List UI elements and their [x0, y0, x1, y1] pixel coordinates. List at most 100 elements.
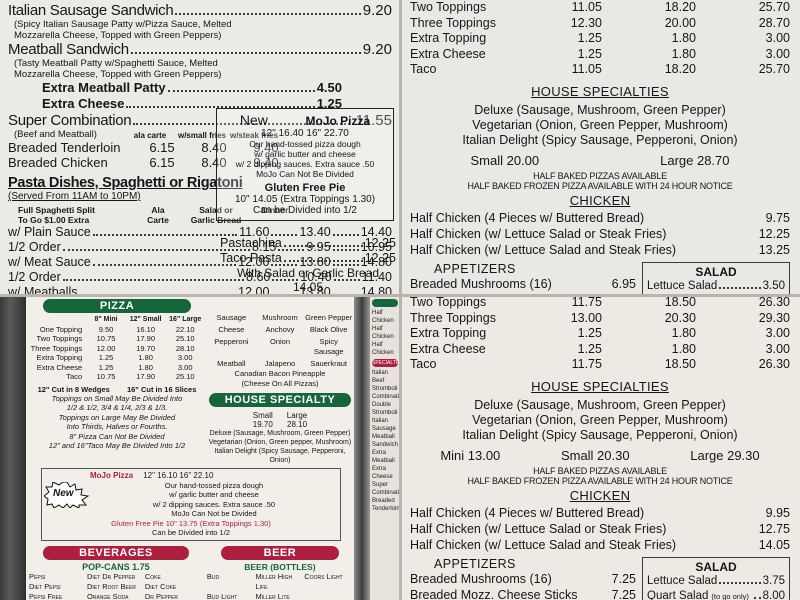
item-price: 9.95: [765, 505, 790, 520]
leader-dots: [283, 260, 363, 262]
price-cell: 13.80: [299, 255, 331, 269]
table-row: Breaded Mushrooms (16) 7.25: [410, 571, 636, 587]
mojo-pizza-box: New MoJo Pizza 12" 16.40 16" 22.70 Our h…: [216, 108, 394, 221]
item-name: Breaded Mozz. Cheese Sticks (6): [410, 292, 592, 296]
price-cell: 18.20: [664, 0, 696, 14]
toppings-row: Cheese Anchovy Black Olive: [207, 325, 353, 335]
item-name: Pastachina: [220, 236, 282, 250]
beverage-item: Diet Pepsi: [29, 581, 61, 591]
table-row: Lettuce Salad 3.50: [647, 279, 785, 294]
table-row: w/ Plain Sauce 11.60 13.40 14.40: [8, 225, 392, 240]
price-cell: 1.25: [577, 31, 602, 45]
table-row: Breaded Mozz. Cheese Sticks (6) 7.25: [410, 587, 636, 600]
mojo-sizes: 12" 16.10 16" 22.10: [143, 471, 214, 480]
price-cell: 18.50: [664, 295, 696, 309]
leader-dots: [271, 234, 298, 236]
topping-item: Cheese: [218, 325, 245, 334]
banner-specialties: SPECIALTIES: [372, 359, 400, 367]
house-size-small: Small 19.70: [253, 411, 273, 429]
item-name: Three Toppings: [410, 15, 496, 30]
price-cell: 22.10: [175, 324, 195, 334]
leader-dots: [332, 264, 359, 266]
strip-item: Double Stromboli: [372, 402, 398, 416]
price-cell: 20.30: [664, 310, 696, 325]
beer-bottles-title: BEER (BOTTLES): [244, 561, 316, 572]
pasta-note-line: Full Spaghetti Split: [18, 205, 95, 215]
price-cell: 26.30: [758, 295, 790, 309]
item-description-line: (Beef and Meatball): [14, 129, 97, 140]
price-cell: 6.15: [149, 155, 175, 170]
item-name: Half Chicken (4 Pieces w/ Buttered Bread…: [410, 505, 645, 520]
item-price: 9.20: [362, 41, 392, 58]
price-cell: 9.40: [253, 155, 279, 170]
topping-item: Meatball: [217, 359, 246, 368]
table-row: Quart Salad (to go only) 8.00: [647, 589, 785, 600]
menu-item-row: Meatball Sandwich 9.20: [8, 41, 392, 58]
price-cell: 11.75: [571, 295, 602, 309]
strip-item: Italian Sausage: [372, 418, 396, 432]
item-name: Extra Cheese: [410, 341, 486, 356]
item-name: Half Chicken (w/ Lettuce Salad and Steak…: [410, 537, 677, 552]
beverage-item: Pepsi Free: [29, 591, 63, 600]
price-cell: 12.00: [238, 285, 270, 295]
item-name: Extra Meatball Patty: [42, 80, 166, 95]
size-mini: Mini 13.00: [440, 447, 501, 463]
item-name: Lettuce Salad: [647, 279, 718, 292]
price-cell: 3.00: [765, 46, 790, 61]
mojo-pizza-box: New MoJo Pizza 12" 16.10 16" 22.10 Our h…: [41, 468, 341, 541]
item-name: Italian Sausage Sandwich: [8, 2, 174, 19]
divide-note: Toppings on Large May Be Divided: [58, 412, 176, 422]
item-price: 3.50: [762, 279, 785, 292]
strip-item: Meatball Sandwich: [372, 434, 399, 448]
strip-item: Half Chicken: [372, 342, 394, 356]
price-cell: 3.00: [177, 353, 193, 362]
leader-dots: [126, 106, 315, 108]
item-name: Meatball Sandwich: [8, 41, 129, 58]
price-cell: 11.05: [571, 62, 602, 76]
col-small-fries: w/small fries: [177, 131, 227, 140]
item-name: Breaded Mushrooms (16): [410, 571, 552, 586]
pizza-column-headers: 8" Mini 12" Small 16" Large: [29, 315, 205, 325]
pizza-price-table: One Topping 9.50 16.10 22.10 Two Toppings 10.…: [29, 325, 205, 382]
beverage-item: [304, 592, 353, 600]
table-row: Taco 11.75 18.50 26.30: [410, 357, 790, 373]
item-name: Breaded Mushrooms (16): [410, 276, 552, 291]
price-cell: 1.25: [98, 353, 114, 362]
mojo-line: MoJo Can Not Be Divided: [256, 169, 354, 179]
item-name: Half Chicken (w/ Lettuce Salad or Steak …: [410, 521, 667, 536]
menu-right-page-edge: Half Chicken Half Chicken Half Chicken S…: [370, 295, 400, 600]
item-name: Extra Cheese: [410, 46, 486, 61]
item-price: 12.25: [364, 251, 396, 265]
divide-note: 8" Pizza Can Not Be Divided: [69, 431, 165, 441]
price-cell: 9.95: [306, 240, 331, 254]
price-cell: 8.40: [201, 140, 227, 155]
topping-item: Onion: [270, 337, 291, 346]
item-name: Half Chicken (4 Pieces w/ Buttered Bread…: [410, 210, 645, 225]
frozen-pizza-note: HALF BAKED FROZEN PIZZA AVAILABLE WITH 2…: [467, 475, 733, 486]
mojo-line: Our hand-tossed pizza dough: [164, 480, 264, 490]
menu-item-row: Extra Cheese 1.25: [42, 96, 342, 112]
house-specialty-item: Vegetarian (Onion, Green pepper, Mushroo…: [208, 439, 352, 446]
price-cell: 14.80: [360, 285, 392, 295]
house-specialty-item: Vegetarian (Onion, Green Pepper, Mushroo…: [472, 412, 728, 427]
pizza-price-table: Two Toppings 11.75 18.50 26.30 Three Topping…: [410, 295, 790, 373]
item-name: w/ Meatballs: [8, 285, 78, 295]
menu-binding-spine: [0, 295, 26, 600]
mojo-line: w/ garlic butter and cheese: [169, 490, 259, 499]
size-large: Large 29.30: [690, 447, 760, 463]
item-name: Taco: [410, 62, 437, 76]
table-row: Extra Cheese 1.25 1.80 3.00: [410, 342, 790, 358]
house-size-large: Large 28.10: [287, 411, 307, 429]
price-cell: 16.10: [136, 324, 156, 334]
beverage-item: Diet Coke: [144, 581, 177, 591]
house-specialty-item: Italian Delight (Spicy Sausage, Pepperon…: [462, 132, 738, 147]
table-row: Extra Topping 1.25 1.80 3.00: [29, 353, 205, 363]
item-name: Quart Salad: [647, 589, 709, 600]
house-specialty-item: Deluxe (Sausage, Mushroom, Green Pepper): [474, 102, 726, 117]
house-specialty-item: Italian Delight (Spicy Sausage, Pepperon…: [214, 448, 346, 464]
toppings-row: Pepperoni Onion Spicy Sausage: [207, 337, 353, 357]
item-description-line: (Tasty Meatball Patty w/Spaghetti Sauce,…: [14, 58, 218, 69]
beverage-item: Bud: [206, 571, 220, 581]
topping-item: Jalapeno: [264, 359, 296, 368]
